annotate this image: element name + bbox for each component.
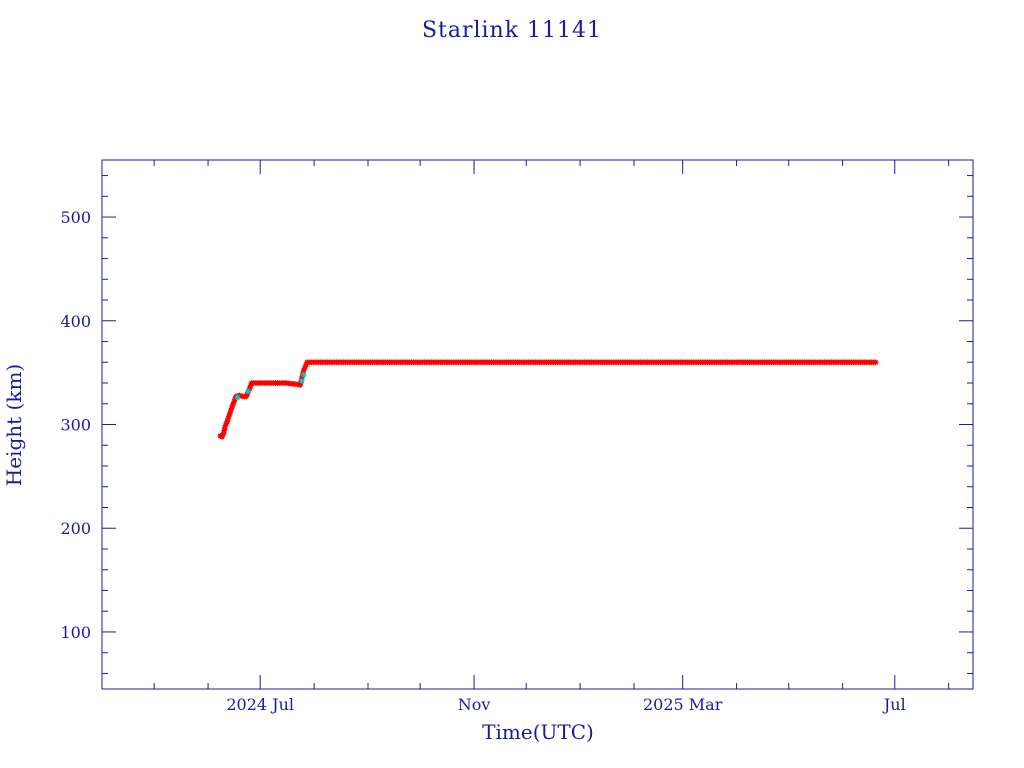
x-tick-label: 2024 Jul [226, 695, 294, 714]
x-axis-label: Time(UTC) [482, 720, 594, 744]
x-tick-label: Jul [882, 695, 906, 714]
y-axis: 100 200 300 400 500 [60, 175, 973, 674]
chart-title: Starlink 11141 [422, 18, 602, 43]
data-point-secondary [245, 388, 251, 395]
x-tick-label: 2025 Mar [643, 695, 723, 714]
x-axis: 2024 Jul Nov 2025 Mar Jul [153, 160, 950, 714]
y-tick-label: 200 [60, 519, 91, 538]
y-tick-label: 400 [60, 312, 91, 331]
data-point-secondary [299, 378, 305, 384]
data-point [872, 359, 879, 366]
data-points [217, 359, 879, 440]
data-point-secondary [300, 371, 307, 378]
y-tick-label: 300 [60, 416, 91, 435]
y-axis-label: Height (km) [2, 364, 26, 486]
y-tick-label: 500 [60, 208, 91, 227]
x-tick-label: Nov [458, 695, 491, 714]
data-point-secondary [234, 394, 241, 401]
y-tick-label: 100 [60, 623, 91, 642]
plot-frame [101, 159, 974, 690]
